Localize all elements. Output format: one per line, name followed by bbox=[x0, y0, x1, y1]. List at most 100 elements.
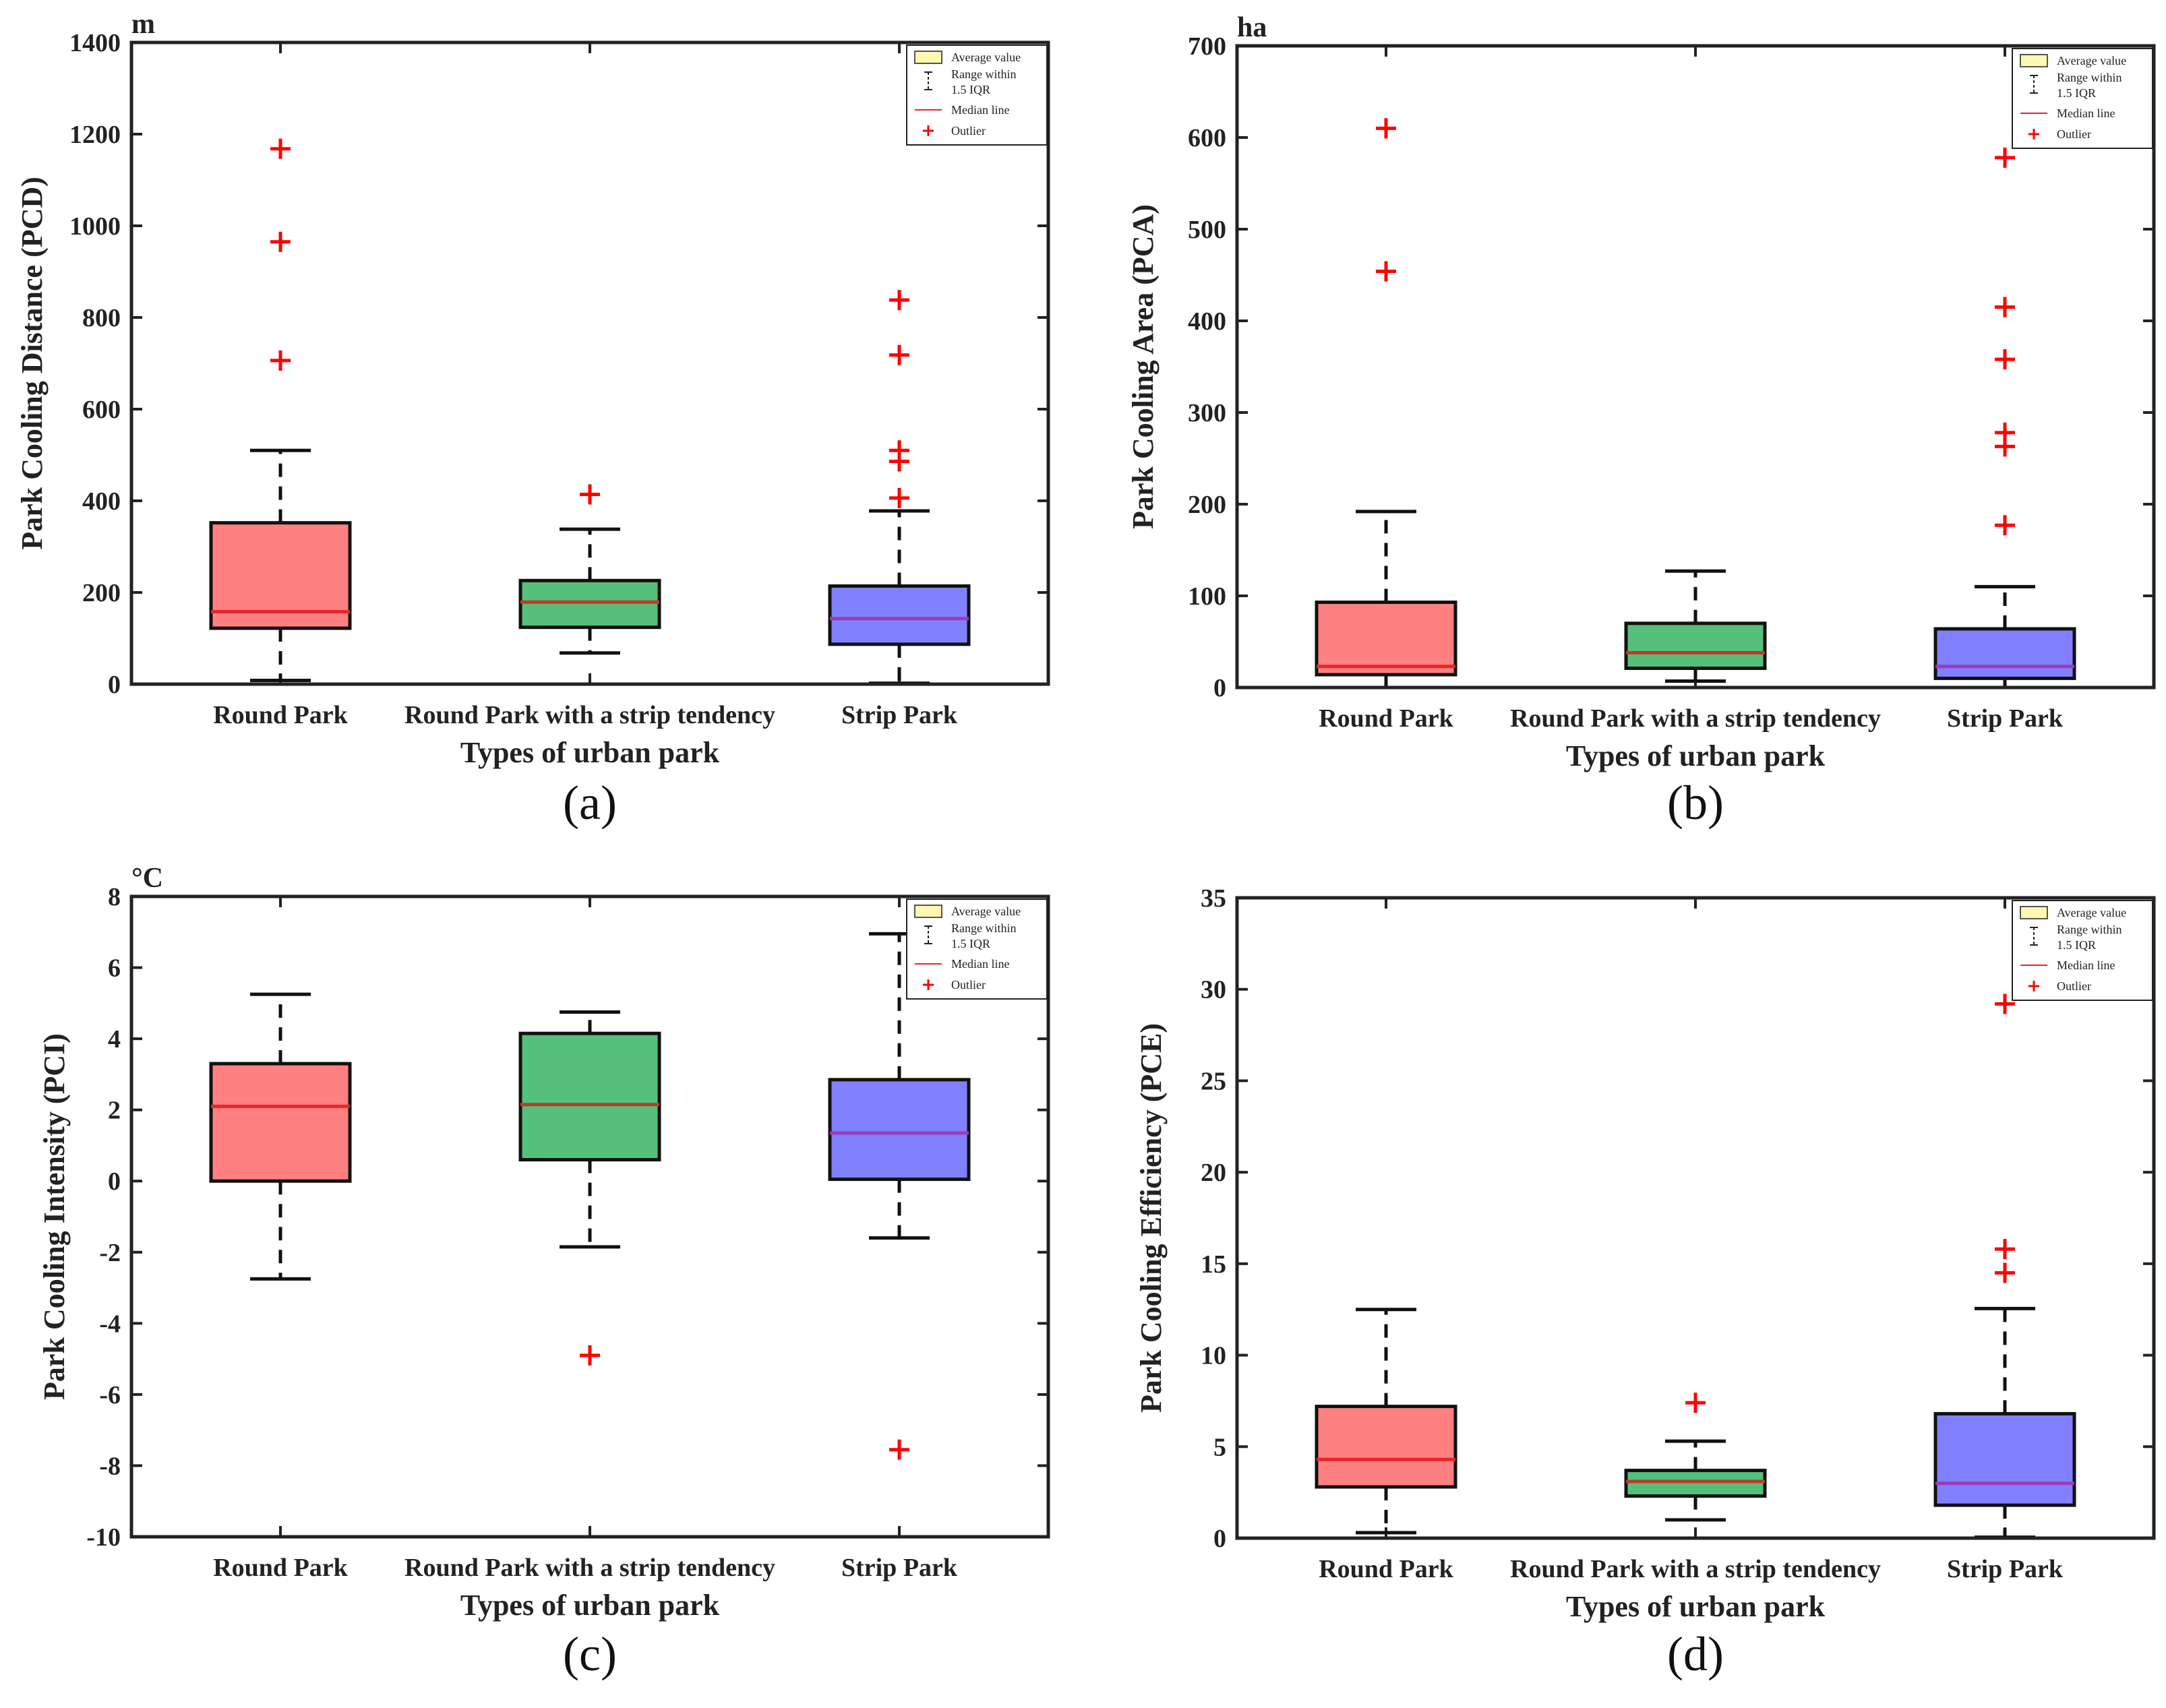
legend: Average value Range within 1.5 IQR Median l… bbox=[906, 898, 1048, 1000]
legend-outlier-label: Outlier bbox=[2057, 127, 2091, 141]
plot-frame bbox=[129, 40, 1050, 686]
legend-range-label-1: Range within bbox=[2057, 923, 2122, 936]
legend-average-swatch bbox=[2020, 54, 2048, 67]
x-tick-label: Round Park bbox=[213, 1554, 348, 1582]
x-tick-label: Strip Park bbox=[1947, 704, 2064, 733]
y-tick-label: 1400 bbox=[69, 29, 121, 57]
plot-frame bbox=[1235, 896, 2156, 1540]
iqr-box bbox=[828, 584, 971, 646]
y-tick-label: 100 bbox=[1188, 582, 1226, 611]
y-axis-title: Park Cooling Area (PCA) bbox=[1126, 204, 1160, 529]
y-tick-label: 4 bbox=[108, 1025, 121, 1054]
outlier-marker bbox=[1995, 297, 2015, 317]
box-1 bbox=[1315, 118, 1457, 690]
y-tick-label: 0 bbox=[1213, 674, 1226, 702]
x-tick-label: Round Park with a strip tendency bbox=[1510, 1555, 1881, 1583]
y-tick-label: 400 bbox=[1188, 307, 1226, 336]
outlier-marker bbox=[1376, 261, 1396, 282]
outlier-marker bbox=[1995, 1262, 2015, 1283]
y-tick-label: -8 bbox=[99, 1452, 121, 1480]
outlier-marker bbox=[889, 344, 909, 365]
outlier-marker bbox=[1995, 515, 2015, 536]
outlier-marker bbox=[1685, 1393, 1706, 1413]
box-2 bbox=[1624, 569, 1767, 683]
legend-range-label-1: Range within bbox=[951, 67, 1017, 81]
legend-average-swatch bbox=[914, 905, 942, 918]
panel-tag: (a) bbox=[563, 776, 617, 830]
x-axis-title: Types of urban park bbox=[460, 736, 720, 769]
box-2 bbox=[518, 1010, 661, 1366]
outlier-marker bbox=[889, 440, 909, 461]
outlier-marker bbox=[580, 484, 600, 505]
x-axis-title: Types of urban park bbox=[1566, 1590, 1826, 1623]
iqr-box bbox=[1933, 1411, 2076, 1507]
box-3 bbox=[828, 290, 971, 685]
y-axis-title: Park Cooling Intensity (PCI) bbox=[38, 1033, 71, 1400]
box-1 bbox=[209, 138, 352, 683]
outlier-marker bbox=[1995, 994, 2015, 1014]
panel-tag: (c) bbox=[563, 1627, 617, 1681]
legend-average-swatch bbox=[2020, 906, 2048, 919]
chart-panel-b: 0 100 200 300 400 500 600 700 Round Park Round Pa… bbox=[1126, 12, 2156, 830]
unit-label: m bbox=[131, 9, 155, 40]
iqr-box bbox=[209, 1062, 352, 1183]
chart-panel-a: 0 200 400 600 800 1000 1200 1400 Round Park Round… bbox=[16, 9, 1050, 830]
outlier-marker bbox=[1376, 118, 1396, 139]
box-1 bbox=[1315, 1308, 1457, 1535]
legend-median-label: Median line bbox=[2057, 958, 2115, 972]
y-tick-label: 400 bbox=[82, 487, 121, 516]
outlier-marker bbox=[270, 350, 291, 371]
y-tick-label: 25 bbox=[1201, 1067, 1226, 1095]
outlier-marker bbox=[270, 138, 291, 159]
unit-label: ha bbox=[1237, 12, 1267, 43]
iqr-box bbox=[1315, 1405, 1457, 1489]
x-tick-label: Strip Park bbox=[1947, 1555, 2064, 1583]
legend-range-label-1: Range within bbox=[2057, 71, 2122, 84]
iqr-box bbox=[1933, 627, 2076, 680]
y-tick-label: 20 bbox=[1201, 1159, 1226, 1187]
y-tick-label: -10 bbox=[86, 1523, 121, 1552]
y-tick-label: 8 bbox=[108, 883, 121, 911]
y-tick-label: -2 bbox=[99, 1239, 121, 1267]
y-tick-label: 0 bbox=[1213, 1525, 1226, 1553]
y-tick-label: 15 bbox=[1201, 1250, 1226, 1279]
y-tick-label: -4 bbox=[99, 1310, 121, 1338]
legend-outlier-label: Outlier bbox=[951, 124, 986, 138]
y-tick-label: 600 bbox=[1188, 124, 1226, 152]
plot-area bbox=[1237, 46, 2154, 688]
y-tick-label: 600 bbox=[82, 396, 121, 424]
outlier-marker bbox=[580, 1345, 600, 1366]
legend: Average value Range within 1.5 IQR Median l… bbox=[2012, 900, 2153, 1001]
outlier-marker bbox=[1995, 1239, 2015, 1260]
legend-outlier-label: Outlier bbox=[2057, 979, 2091, 993]
plot-frame bbox=[1235, 44, 2156, 690]
box-2 bbox=[518, 484, 661, 655]
x-tick-label: Strip Park bbox=[841, 1554, 958, 1582]
unit-label: °C bbox=[131, 863, 163, 894]
legend: Average value Range within 1.5 IQR Median l… bbox=[2012, 48, 2153, 149]
y-tick-label: 0 bbox=[108, 671, 121, 699]
y-tick-label: 700 bbox=[1188, 32, 1226, 61]
x-axis-title: Types of urban park bbox=[460, 1589, 720, 1622]
iqr-box bbox=[1315, 601, 1457, 677]
y-axis-title: Park Cooling Efficiency (PCE) bbox=[1135, 1023, 1168, 1413]
legend-median-label: Median line bbox=[951, 957, 1009, 971]
x-tick-label: Round Park with a strip tendency bbox=[404, 701, 775, 729]
legend-range-label-2: 1.5 IQR bbox=[951, 937, 990, 950]
iqr-box bbox=[1624, 621, 1767, 670]
outlier-marker bbox=[889, 487, 909, 508]
y-tick-label: 6 bbox=[108, 954, 121, 983]
box-2 bbox=[1624, 1393, 1767, 1522]
legend-average-label: Average value bbox=[951, 51, 1021, 64]
outlier-marker bbox=[1995, 422, 2015, 443]
y-tick-label: -6 bbox=[99, 1381, 121, 1409]
panel-tag: (d) bbox=[1667, 1627, 1724, 1681]
y-axis-title: Park Cooling Distance (PCD) bbox=[16, 177, 49, 550]
legend-median-label: Median line bbox=[2057, 106, 2115, 120]
box-3 bbox=[1933, 994, 2076, 1539]
legend-median-label: Median line bbox=[951, 103, 1009, 117]
x-tick-label: Strip Park bbox=[841, 701, 958, 729]
legend-range-label-1: Range within bbox=[951, 921, 1017, 935]
y-tick-label: 0 bbox=[108, 1167, 121, 1196]
